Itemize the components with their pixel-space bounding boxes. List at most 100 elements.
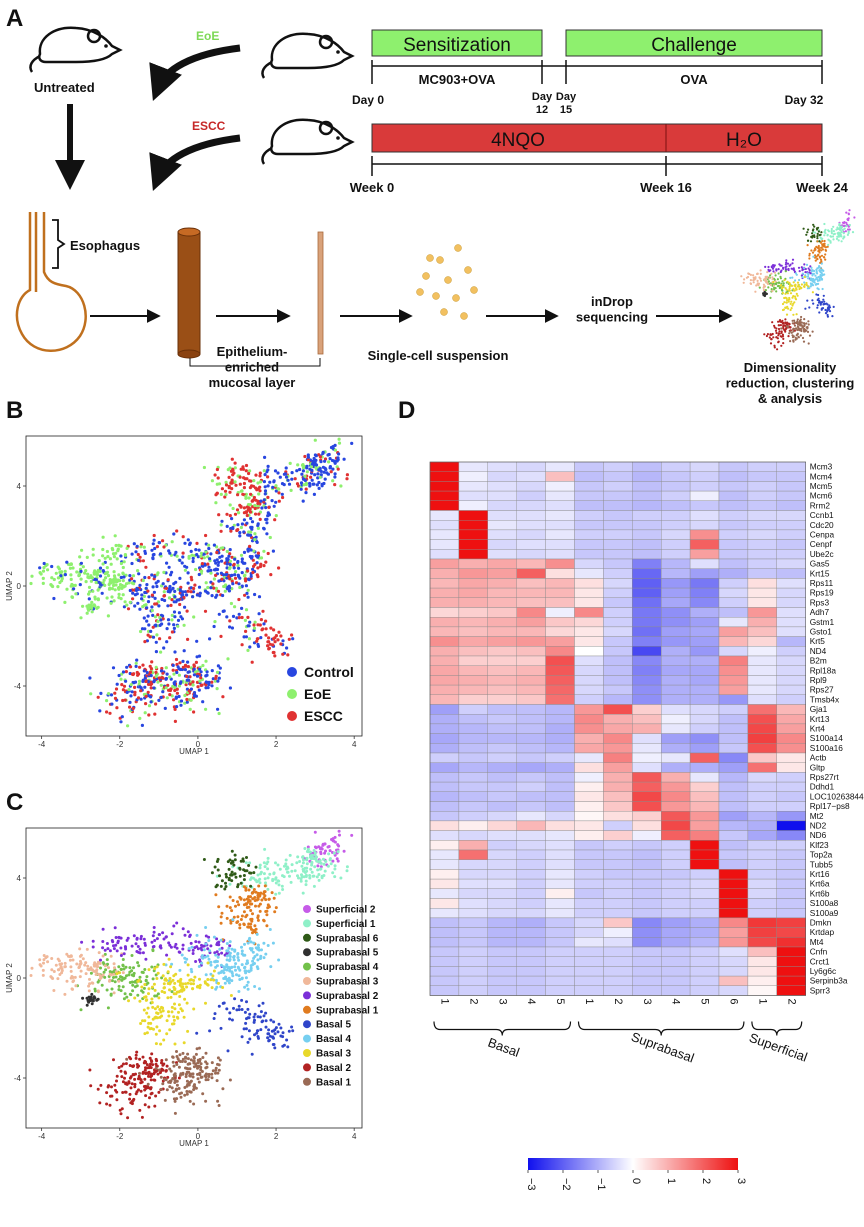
umap-b-point: [212, 577, 216, 581]
heatmap-cell: [458, 675, 488, 686]
umap-b-point: [303, 454, 307, 459]
umap-c-point: [151, 945, 155, 949]
umap-b-point: [56, 565, 60, 569]
umap-b-point: [113, 588, 117, 592]
umap-c-point: [151, 934, 155, 938]
heatmap-cell: [747, 937, 778, 948]
heatmap-cell: [747, 743, 778, 754]
umap-c-point: [255, 880, 259, 884]
umap-c-point: [113, 1083, 117, 1087]
umap-c-point: [264, 1011, 268, 1015]
heatmap-cell: [603, 811, 633, 822]
umap-b-point: [63, 573, 67, 577]
heatmap-column-label: 2: [467, 998, 479, 1004]
umap-c-point: [128, 1092, 132, 1096]
heatmap-cell: [487, 723, 517, 734]
umap-b-point: [157, 604, 161, 608]
umap-c-point: [105, 942, 109, 945]
umap-c-point: [240, 945, 243, 949]
heatmap-cell: [718, 500, 749, 511]
umap-b-point: [152, 533, 156, 538]
heatmap-cell: [574, 849, 604, 860]
umap-b-point: [159, 683, 163, 687]
umap-b-point: [248, 620, 252, 624]
heatmap-cell: [516, 801, 546, 812]
umap-b-point: [242, 506, 246, 510]
umap-c-point: [144, 1072, 148, 1075]
umap-b-point: [151, 613, 155, 618]
umap-c-point: [105, 958, 109, 962]
umap-c-point: [291, 1029, 295, 1033]
heatmap-cell: [632, 461, 662, 472]
umap-c-point: [255, 932, 259, 936]
umap-c-point: [246, 925, 250, 929]
umap-c-point: [304, 875, 308, 878]
umap-b-point: [313, 473, 317, 477]
umap-c-point: [172, 1073, 176, 1077]
heatmap-column-label: 1: [439, 998, 451, 1004]
umap-c-point: [112, 991, 116, 995]
umap-c-point: [129, 1086, 133, 1090]
umap-b-point: [201, 700, 205, 704]
heatmap-cell: [574, 481, 604, 492]
umap-b-point: [178, 661, 182, 665]
umap-b-point: [217, 482, 222, 486]
umap-c-point: [151, 1005, 155, 1009]
umap-c-point: [255, 953, 259, 957]
heatmap-cell: [603, 927, 633, 938]
umap-b-point: [230, 481, 234, 485]
heatmap-cell: [516, 684, 546, 695]
umap-c-point: [229, 994, 233, 997]
heatmap-gene-label: Rpl9: [810, 675, 827, 685]
umap-b-point: [150, 605, 154, 609]
umap-b-point: [231, 506, 235, 511]
umap-c-point: [311, 874, 315, 878]
heatmap-cell: [747, 490, 778, 502]
umap-c-point: [333, 867, 337, 871]
umap-c-point: [94, 970, 98, 974]
umap-c-point: [252, 1015, 256, 1019]
umap-c-point: [258, 866, 262, 870]
heatmap-cell: [516, 956, 546, 967]
umap-c-point: [250, 1052, 254, 1056]
umap-b-point: [195, 655, 199, 659]
heatmap-cell: [689, 869, 720, 880]
umap-b-point: [171, 684, 175, 689]
mucosal-bracket: [189, 358, 321, 367]
umap-c-point: [178, 995, 182, 998]
umap-c-point: [261, 1019, 265, 1023]
umap-b-point: [183, 568, 187, 572]
umap-c-point: [296, 855, 300, 859]
umap-c-point: [230, 870, 234, 874]
heatmap-cell: [603, 655, 633, 666]
heatmap-cell: [545, 675, 575, 686]
heatmap-cell: [429, 694, 460, 705]
heatmap-cell: [545, 626, 575, 637]
umap-b-point: [85, 611, 89, 615]
heatmap-cell: [632, 626, 662, 637]
umap-c-point: [150, 1001, 154, 1004]
umap-c-point: [274, 881, 278, 885]
heatmap-cell: [603, 490, 633, 502]
umap-b-point: [146, 614, 150, 618]
umap-c-point: [115, 972, 119, 976]
umap-b-axes: -4 -2 0 2 440-4: [14, 482, 357, 749]
heatmap-cell: [689, 820, 720, 831]
umap-b-point: [133, 690, 137, 695]
umap-c-point: [299, 879, 303, 883]
umap-c-point: [163, 991, 167, 994]
heatmap-cell: [487, 704, 517, 715]
umap-c-point: [112, 944, 115, 948]
umap-c-point: [153, 1007, 157, 1011]
umap-c-point: [158, 1008, 162, 1011]
umap-b-point: [215, 670, 220, 675]
heatmap-cell: [689, 578, 720, 589]
umap-b-point: [242, 476, 246, 480]
umap-b-point: [93, 595, 97, 599]
umap-b-point: [239, 525, 243, 530]
heatmap-cell: [574, 869, 604, 880]
umap-b-point: [186, 571, 190, 575]
umap-c-point: [290, 1025, 294, 1029]
umap-c-point: [277, 883, 281, 887]
umap-b-point: [122, 684, 127, 688]
